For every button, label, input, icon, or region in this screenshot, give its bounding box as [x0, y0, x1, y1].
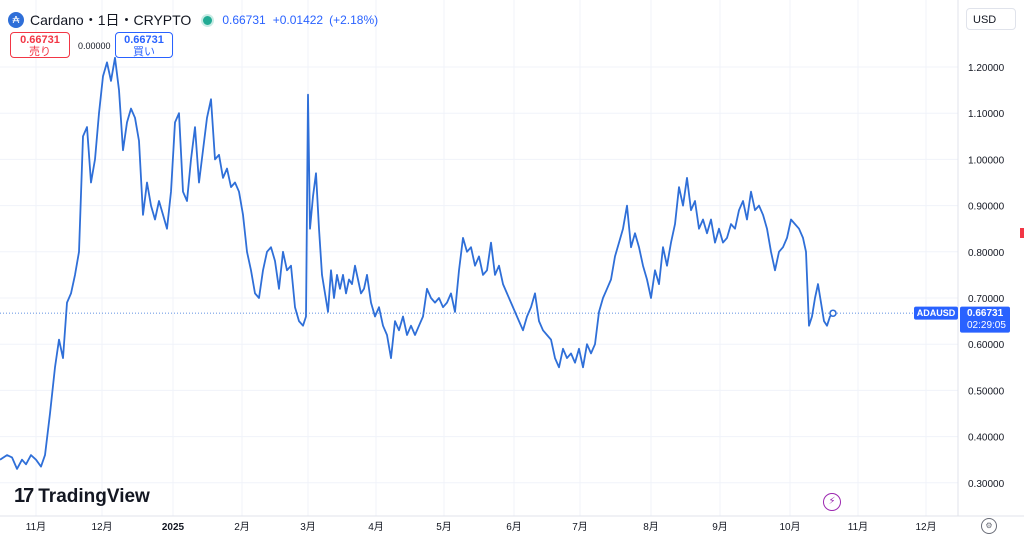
price-tick-label: 0.70000: [968, 294, 1005, 305]
time-tick-label: 2025: [162, 522, 185, 533]
brand-name: TradingView: [38, 485, 150, 507]
price-tag-value: 0.66731: [967, 308, 1004, 319]
time-tick-label: 2月: [234, 521, 250, 533]
time-tick-label: 3月: [300, 521, 316, 533]
last-price-dot: [829, 309, 837, 318]
symbol-header: ₳ Cardano・1日・CRYPTO 0.66731 +0.01422 (+2…: [8, 10, 378, 30]
price-axis-ticks: 1.20000 1.10000 1.00000 0.90000 0.80000 0.700…: [968, 63, 1005, 490]
flash-icon[interactable]: ⚡: [823, 493, 841, 511]
time-tick-label: 9月: [712, 521, 728, 533]
ticker-tag-label: ADAUSD: [917, 308, 956, 318]
current-price-tag: ADAUSD 0.66731 02:29:05: [914, 306, 1010, 333]
price-tick-label: 0.80000: [968, 248, 1005, 259]
sell-label: 売り: [29, 46, 51, 58]
time-tick-label: 12月: [915, 521, 936, 533]
price-series-line: [0, 56, 834, 470]
currency-selector[interactable]: USD: [966, 8, 1016, 30]
alert-marker: [1020, 228, 1024, 238]
symbol-title[interactable]: Cardano・1日・CRYPTO: [30, 12, 192, 28]
market-status-dot: [201, 13, 215, 27]
time-tick-label: 6月: [506, 521, 522, 533]
sell-price: 0.66731: [20, 34, 60, 46]
time-tick-label: 7月: [572, 521, 588, 533]
time-tick-label: 12月: [91, 521, 112, 533]
price-tick-label: 0.50000: [968, 386, 1005, 397]
header-change-pct: (+2.18%): [329, 13, 379, 27]
price-tick-label: 1.20000: [968, 63, 1005, 74]
price-tick-label: 0.60000: [968, 340, 1005, 351]
buy-label: 買い: [133, 46, 155, 58]
tradingview-logo[interactable]: 17 TradingView: [14, 485, 150, 508]
time-axis-ticks: 11月 12月 2025 2月 3月 4月 5月 6月 7月 8月 9月 10月 11月 12月: [26, 521, 937, 533]
price-tick-label: 0.40000: [968, 433, 1005, 444]
price-tick-label: 0.90000: [968, 202, 1005, 213]
time-tick-label: 5月: [436, 521, 452, 533]
ticker-tag-bg: [914, 306, 958, 320]
buy-price: 0.66731: [124, 34, 164, 46]
time-tick-label: 4月: [368, 521, 384, 533]
header-last-price: 0.66731: [222, 13, 266, 27]
price-tag-countdown: 02:29:05: [967, 320, 1006, 331]
buy-button[interactable]: 0.66731 買い: [115, 32, 173, 58]
price-axis: [958, 0, 1024, 516]
sell-button[interactable]: 0.66731 売り: [10, 32, 70, 58]
gear-icon[interactable]: ⚙: [981, 518, 997, 534]
time-tick-label: 11月: [26, 521, 46, 533]
price-tick-label: 0.30000: [968, 479, 1005, 490]
cardano-icon[interactable]: ₳: [8, 12, 24, 28]
spread-value: 0.00000: [78, 41, 111, 51]
tv-logo-icon: 17: [14, 485, 34, 507]
time-tick-label: 11月: [848, 521, 868, 533]
time-tick-label: 10月: [779, 521, 800, 533]
time-tick-label: 8月: [643, 521, 659, 533]
price-tick-label: 1.10000: [968, 109, 1005, 120]
price-tick-label: 1.00000: [968, 155, 1005, 166]
header-change: +0.01422: [272, 13, 324, 27]
price-tag-bg: [960, 306, 1010, 333]
